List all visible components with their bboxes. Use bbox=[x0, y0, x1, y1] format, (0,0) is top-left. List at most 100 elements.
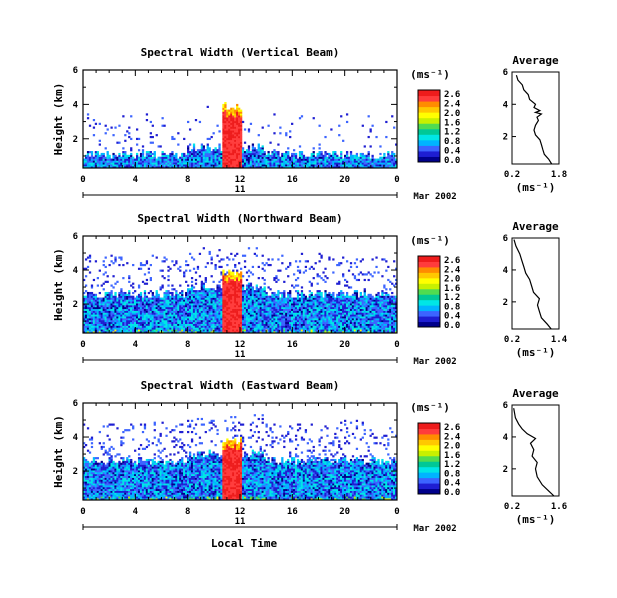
heatmap-cell bbox=[281, 152, 284, 156]
heatmap-cell bbox=[220, 151, 223, 154]
panel-1: Spectral Width (Vertical Beam)642Height … bbox=[52, 46, 567, 202]
heatmap-cell bbox=[261, 160, 264, 163]
heatmap-cell bbox=[165, 295, 168, 298]
heatmap-cell bbox=[132, 156, 135, 159]
heatmap-cell bbox=[275, 299, 278, 302]
heatmap-cell bbox=[236, 111, 239, 114]
heatmap-cell bbox=[118, 301, 121, 304]
heatmap-cell bbox=[149, 162, 152, 165]
heatmap-cell bbox=[171, 329, 174, 332]
heatmap-cell bbox=[249, 301, 253, 304]
heatmap-cell bbox=[238, 143, 241, 146]
heatmap-cell bbox=[241, 254, 245, 257]
heatmap-cell bbox=[230, 321, 233, 324]
heatmap-cell bbox=[147, 316, 151, 319]
heatmap-cell bbox=[230, 325, 233, 328]
heatmap-cell bbox=[122, 263, 125, 267]
heatmap-cell bbox=[289, 310, 292, 313]
heatmap-cell bbox=[353, 160, 357, 163]
heatmap-cell bbox=[206, 293, 209, 296]
heatmap-cell bbox=[100, 160, 103, 163]
heatmap-cell bbox=[314, 305, 317, 308]
heatmap-cell bbox=[271, 151, 274, 154]
heatmap-cell bbox=[281, 321, 284, 324]
heatmap-cell bbox=[251, 295, 255, 298]
heatmap-cell bbox=[218, 305, 221, 308]
heatmap-cell bbox=[285, 310, 288, 313]
heatmap-cell bbox=[106, 162, 109, 165]
heatmap-cell bbox=[114, 314, 117, 317]
heatmap-cell bbox=[253, 310, 256, 313]
heatmap-cell bbox=[224, 139, 227, 142]
heatmap-cell bbox=[261, 154, 264, 157]
heatmap-cell bbox=[102, 152, 105, 156]
heatmap-cell bbox=[238, 128, 241, 131]
heatmap-cell bbox=[185, 323, 188, 326]
heatmap-cell bbox=[232, 286, 235, 289]
heatmap-cell bbox=[90, 158, 94, 161]
heatmap-cell bbox=[134, 158, 137, 161]
heatmap-cell bbox=[116, 321, 119, 324]
heatmap-cell bbox=[169, 152, 172, 156]
heatmap-cell bbox=[320, 152, 323, 156]
heatmap-cell bbox=[255, 254, 258, 257]
heatmap-cell bbox=[192, 293, 196, 296]
heatmap-cell bbox=[245, 288, 249, 291]
heatmap-cell bbox=[238, 119, 241, 122]
profile-y-tick-label: 4 bbox=[503, 100, 509, 110]
heatmap-cell bbox=[159, 158, 162, 161]
heatmap-cell bbox=[300, 158, 304, 161]
heatmap-cell bbox=[149, 160, 152, 163]
heatmap-cell bbox=[395, 164, 398, 167]
heatmap-cell bbox=[126, 319, 129, 323]
heatmap-cell bbox=[308, 321, 311, 324]
heatmap-cell bbox=[94, 319, 98, 323]
heatmap-cell bbox=[104, 301, 107, 304]
heatmap-cell bbox=[249, 325, 253, 328]
heatmap-cell bbox=[104, 305, 107, 308]
heatmap-cell bbox=[143, 329, 147, 332]
heatmap-cell bbox=[132, 282, 135, 285]
heatmap-cell bbox=[240, 113, 243, 116]
heatmap-cell bbox=[122, 301, 125, 304]
heatmap-cell bbox=[128, 156, 131, 159]
heatmap-cell bbox=[137, 137, 141, 141]
heatmap-cell bbox=[340, 160, 343, 163]
heatmap-cell bbox=[149, 321, 152, 324]
heatmap-cell bbox=[90, 301, 94, 304]
heatmap-cell bbox=[183, 319, 186, 323]
heatmap-cell bbox=[222, 132, 225, 135]
heatmap-cell bbox=[104, 310, 107, 313]
heatmap-cell bbox=[183, 301, 186, 304]
heatmap-cell bbox=[240, 305, 243, 308]
heatmap-cell bbox=[218, 143, 221, 146]
heatmap-cell bbox=[232, 109, 235, 112]
heatmap-cell bbox=[224, 164, 227, 167]
heatmap-cell bbox=[275, 152, 278, 156]
heatmap-cell bbox=[165, 323, 168, 326]
heatmap-cell bbox=[316, 301, 319, 304]
colorbar-unit: (ms⁻¹) bbox=[410, 68, 450, 81]
heatmap-cell bbox=[387, 166, 390, 169]
heatmap-cell bbox=[137, 299, 141, 302]
heatmap-cell bbox=[320, 256, 323, 259]
heatmap-cell bbox=[208, 319, 211, 323]
heatmap-cell bbox=[106, 316, 109, 319]
x-tick-label: 16 bbox=[287, 175, 298, 185]
heatmap-cell bbox=[387, 162, 390, 165]
heatmap-cell bbox=[177, 319, 180, 323]
heatmap-cell bbox=[92, 318, 96, 321]
heatmap-cell bbox=[128, 295, 131, 298]
heatmap-cell bbox=[304, 318, 308, 321]
heatmap-cell bbox=[222, 288, 225, 291]
heatmap-cell bbox=[202, 331, 205, 334]
heatmap-cell bbox=[157, 318, 160, 321]
heatmap-cell bbox=[273, 314, 276, 317]
heatmap-cell bbox=[114, 319, 117, 323]
heatmap-cell bbox=[234, 280, 237, 283]
heatmap-cell bbox=[163, 166, 166, 169]
heatmap-cell bbox=[247, 151, 251, 154]
heatmap-cell bbox=[310, 318, 313, 321]
heatmap-cell bbox=[110, 314, 113, 317]
heatmap-cell bbox=[90, 284, 94, 287]
